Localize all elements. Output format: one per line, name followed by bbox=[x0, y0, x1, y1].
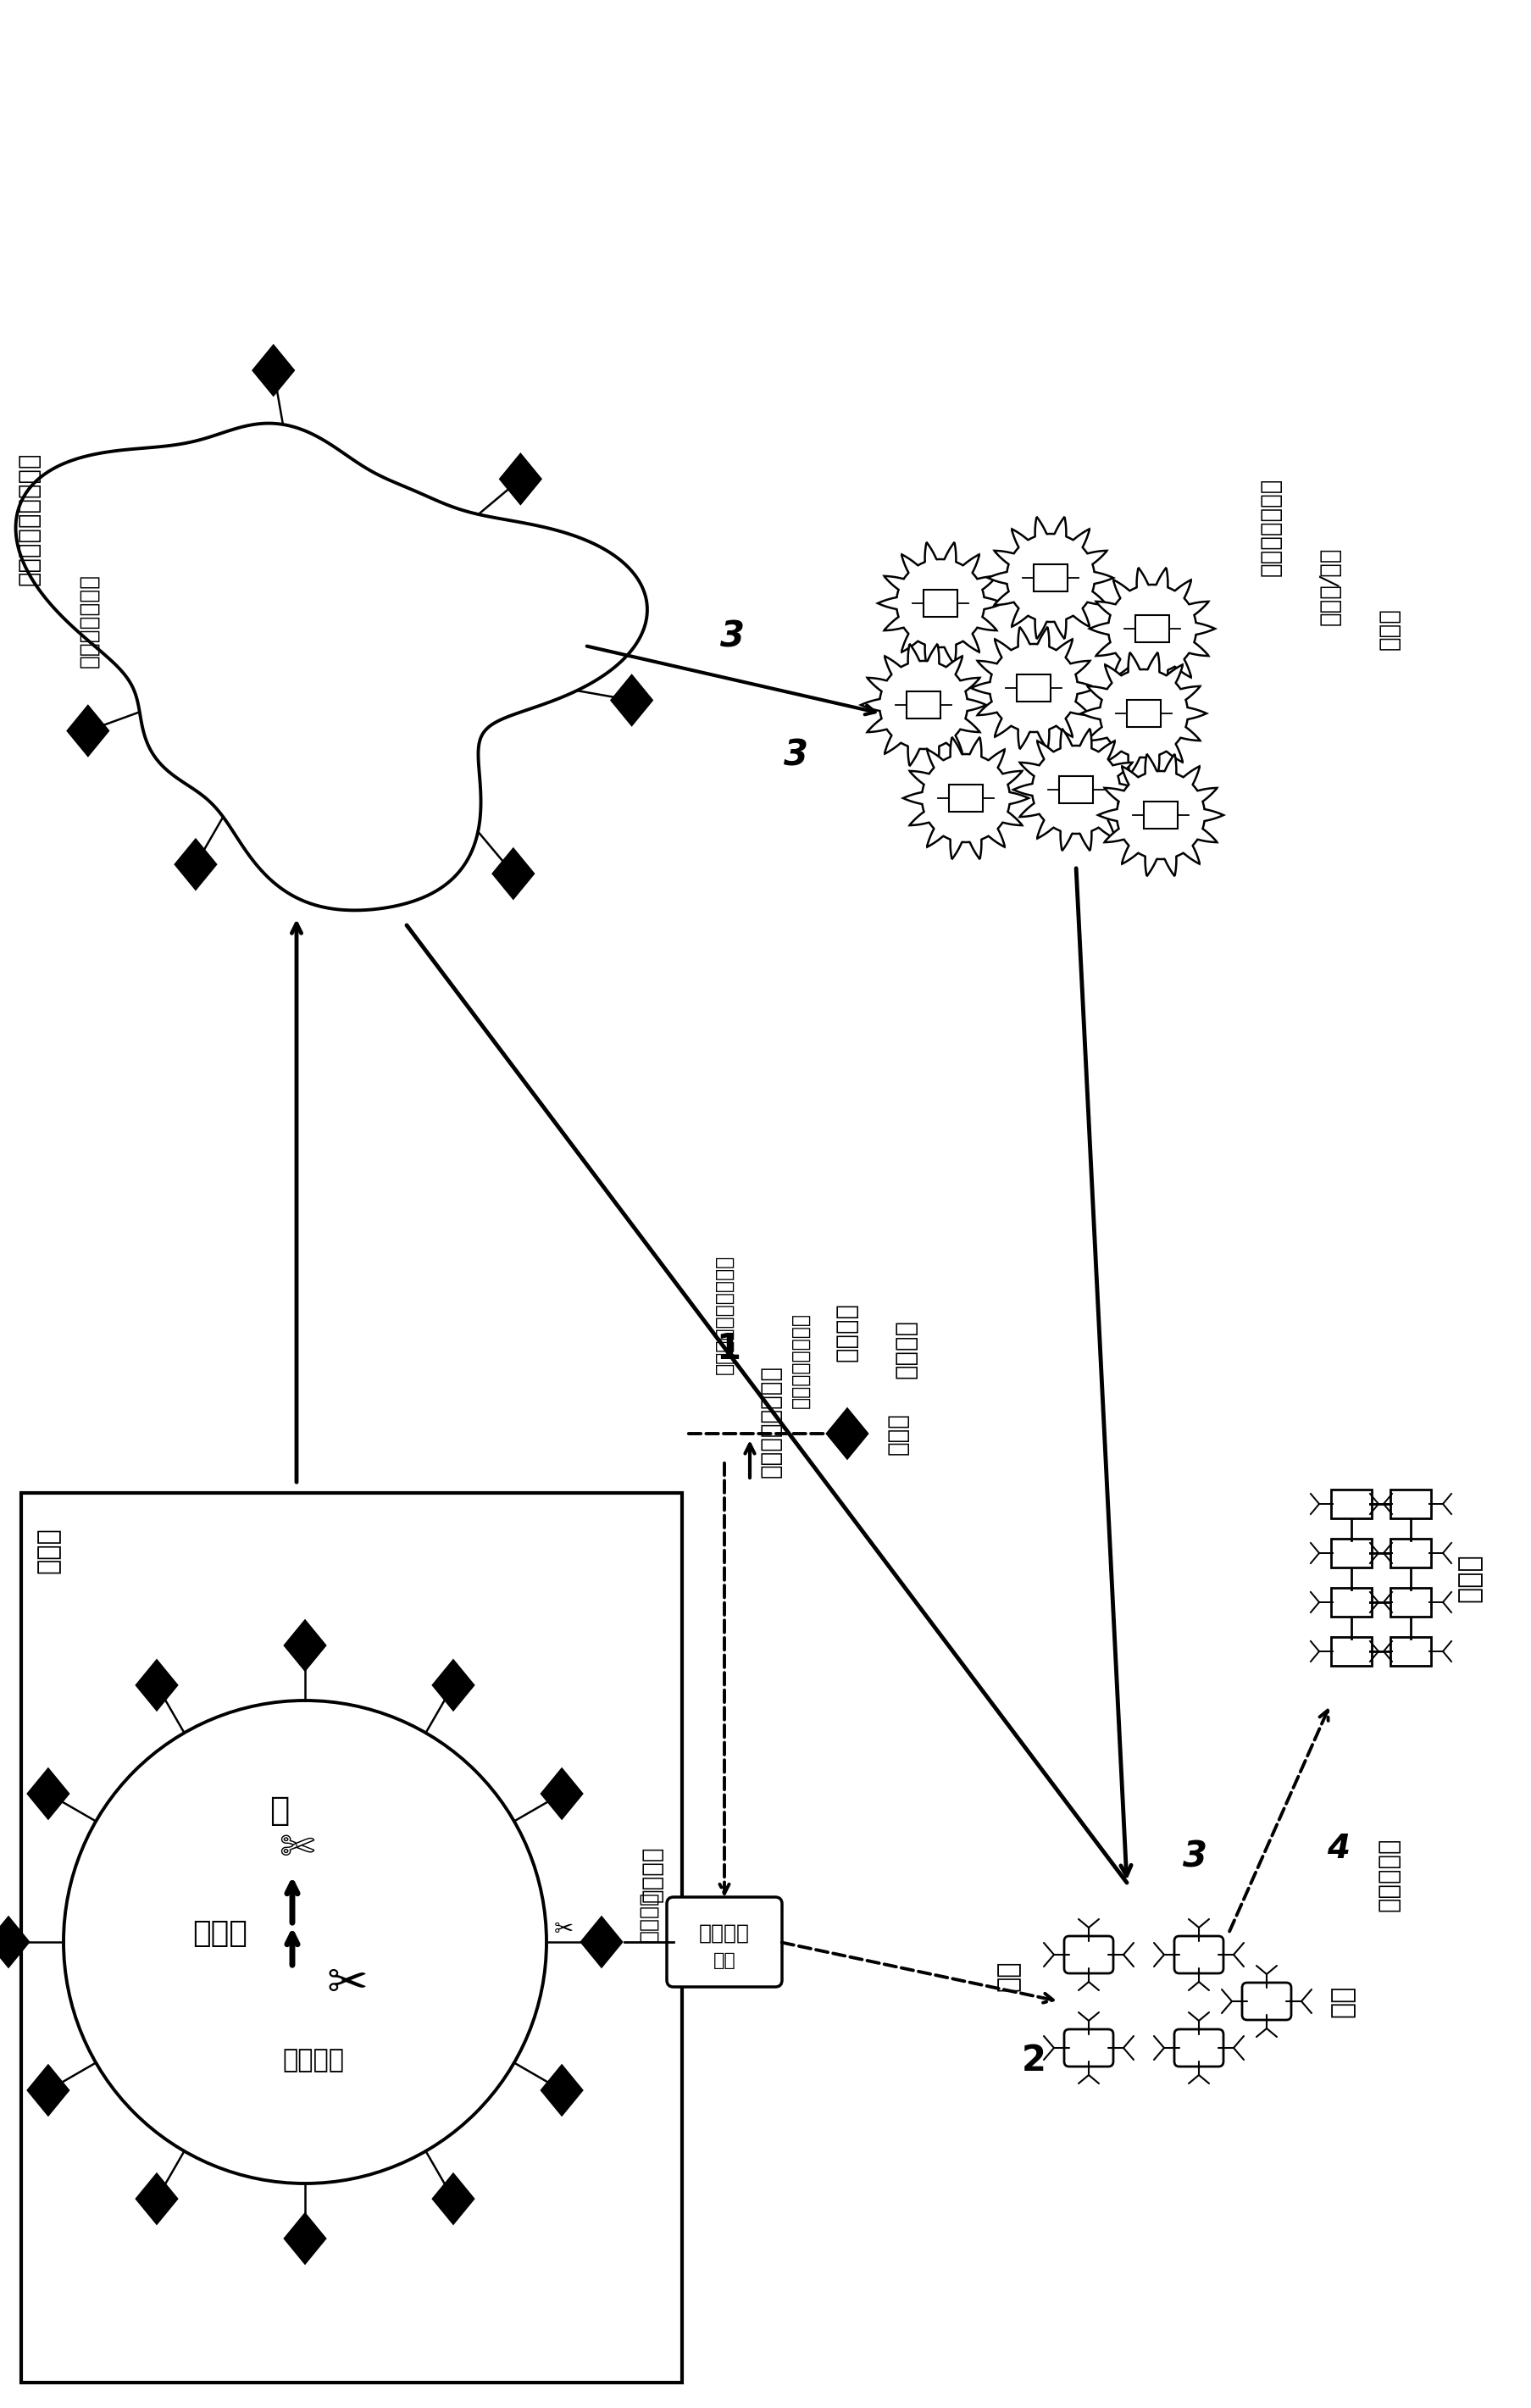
Text: 血小板活: 血小板活 bbox=[834, 1303, 859, 1361]
Polygon shape bbox=[491, 848, 534, 898]
Text: 细菌: 细菌 bbox=[1329, 1984, 1355, 2018]
Polygon shape bbox=[136, 2174, 178, 2225]
Polygon shape bbox=[285, 1621, 326, 1671]
FancyBboxPatch shape bbox=[1330, 1587, 1370, 1616]
Text: 喔液酸酶: 喔液酸酶 bbox=[698, 1924, 749, 1943]
Text: 去喔液酸化的血小板: 去喔液酸化的血小板 bbox=[18, 453, 41, 585]
Text: 1: 1 bbox=[717, 1332, 741, 1368]
Text: 生物膜形成: 生物膜形成 bbox=[1376, 1837, 1401, 1912]
FancyBboxPatch shape bbox=[1134, 614, 1168, 643]
Text: 活化的血小板、: 活化的血小板、 bbox=[1258, 477, 1281, 576]
Polygon shape bbox=[582, 1919, 620, 1965]
FancyBboxPatch shape bbox=[1174, 2030, 1223, 2066]
Polygon shape bbox=[860, 645, 986, 766]
Text: 喔液酸: 喔液酸 bbox=[886, 1413, 909, 1454]
FancyBboxPatch shape bbox=[1242, 1982, 1291, 2020]
Polygon shape bbox=[285, 2213, 326, 2264]
Text: 生物膜: 生物膜 bbox=[1456, 1553, 1482, 1601]
Text: 🐇: 🐇 bbox=[269, 1794, 289, 1828]
Polygon shape bbox=[1014, 730, 1138, 850]
Text: 喔液酸酶: 喔液酸酶 bbox=[282, 2049, 344, 2073]
Text: 2: 2 bbox=[1021, 2042, 1046, 2078]
Text: 血小板: 血小板 bbox=[193, 1919, 248, 1948]
FancyBboxPatch shape bbox=[1330, 1637, 1370, 1666]
Polygon shape bbox=[580, 1917, 622, 1967]
Text: 4: 4 bbox=[1326, 1832, 1349, 1864]
Text: 3: 3 bbox=[720, 619, 744, 655]
Polygon shape bbox=[1098, 754, 1223, 877]
Text: 增殖: 增殖 bbox=[995, 1960, 1020, 1991]
FancyBboxPatch shape bbox=[1174, 1936, 1223, 1972]
Text: 血小板释放的喔液酸酶: 血小板释放的喔液酸酶 bbox=[713, 1255, 735, 1375]
FancyBboxPatch shape bbox=[1064, 2030, 1113, 2066]
FancyBboxPatch shape bbox=[21, 1493, 681, 2382]
Polygon shape bbox=[540, 2064, 582, 2117]
Polygon shape bbox=[67, 706, 109, 756]
Text: 喔液酸酶: 喔液酸酶 bbox=[637, 1890, 658, 1941]
Polygon shape bbox=[432, 2174, 475, 2225]
Polygon shape bbox=[499, 453, 540, 503]
FancyBboxPatch shape bbox=[948, 785, 983, 811]
Text: ✂: ✂ bbox=[553, 1917, 573, 1941]
Text: 能够帮助细菌生存: 能够帮助细菌生存 bbox=[790, 1312, 810, 1409]
Polygon shape bbox=[1089, 568, 1214, 689]
Text: 喔液酸: 喔液酸 bbox=[37, 1527, 61, 1572]
Text: ✄: ✄ bbox=[279, 1828, 314, 1869]
Text: 血小板/细菌: 血小板/细菌 bbox=[1318, 547, 1341, 626]
FancyBboxPatch shape bbox=[1390, 1637, 1430, 1666]
Polygon shape bbox=[136, 1659, 178, 1710]
Text: 3: 3 bbox=[784, 737, 808, 773]
FancyBboxPatch shape bbox=[1058, 775, 1092, 804]
Polygon shape bbox=[253, 344, 294, 395]
FancyBboxPatch shape bbox=[1064, 1936, 1113, 1972]
FancyBboxPatch shape bbox=[1017, 674, 1050, 701]
FancyBboxPatch shape bbox=[1390, 1539, 1430, 1568]
FancyBboxPatch shape bbox=[1330, 1491, 1370, 1519]
FancyBboxPatch shape bbox=[1330, 1539, 1370, 1568]
Polygon shape bbox=[1081, 653, 1206, 773]
Polygon shape bbox=[987, 518, 1113, 638]
Polygon shape bbox=[28, 2064, 69, 2117]
Text: 血小板去喔液酸化: 血小板去喔液酸化 bbox=[759, 1365, 782, 1476]
Text: ✂: ✂ bbox=[326, 1960, 367, 2008]
FancyBboxPatch shape bbox=[666, 1898, 782, 1987]
Polygon shape bbox=[175, 838, 216, 891]
Text: 聚集体: 聚集体 bbox=[1376, 607, 1401, 650]
Polygon shape bbox=[432, 1659, 475, 1710]
FancyBboxPatch shape bbox=[906, 691, 940, 718]
Polygon shape bbox=[825, 1409, 868, 1459]
Polygon shape bbox=[15, 424, 648, 910]
Polygon shape bbox=[611, 674, 652, 725]
FancyBboxPatch shape bbox=[1144, 802, 1177, 828]
Text: 3: 3 bbox=[1182, 1840, 1206, 1876]
FancyBboxPatch shape bbox=[923, 590, 957, 616]
Text: 喔液酸酶: 喔液酸酶 bbox=[640, 1847, 664, 1902]
Polygon shape bbox=[540, 1767, 582, 1818]
Text: 细菌: 细菌 bbox=[713, 1953, 735, 1970]
Polygon shape bbox=[903, 737, 1027, 860]
FancyBboxPatch shape bbox=[1033, 563, 1067, 592]
FancyBboxPatch shape bbox=[1390, 1587, 1430, 1616]
Polygon shape bbox=[28, 1767, 69, 1818]
Circle shape bbox=[63, 1700, 547, 2184]
Polygon shape bbox=[0, 1917, 29, 1967]
Text: （功能性受损）: （功能性受损） bbox=[78, 573, 100, 667]
Polygon shape bbox=[971, 628, 1096, 749]
FancyBboxPatch shape bbox=[1390, 1491, 1430, 1519]
FancyBboxPatch shape bbox=[1127, 701, 1160, 727]
Text: 化和聚集: 化和聚集 bbox=[894, 1320, 919, 1377]
Polygon shape bbox=[877, 542, 1003, 665]
